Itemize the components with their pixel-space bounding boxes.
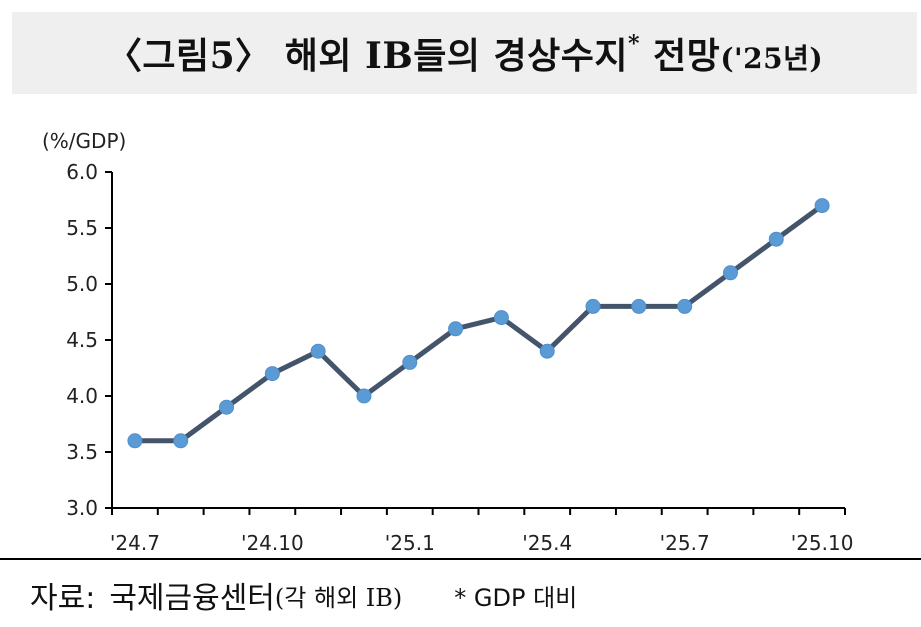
data-point xyxy=(264,366,280,382)
y-tick-label: 5.5 xyxy=(66,216,98,240)
data-point xyxy=(631,298,647,314)
y-tick-label: 5.0 xyxy=(66,272,98,296)
title-tail: 전망 xyxy=(640,35,721,77)
x-tick-label: '25.4 xyxy=(522,531,572,555)
source-note: (각 해외 IB) xyxy=(274,583,403,612)
data-point xyxy=(356,388,372,404)
x-tick-label: '24.10 xyxy=(241,531,304,555)
y-tick-label: 4.5 xyxy=(66,328,98,352)
chart-axes xyxy=(111,172,845,509)
data-point xyxy=(219,399,235,415)
data-point xyxy=(539,343,555,359)
source-label: 자료: xyxy=(30,581,96,616)
footer: 자료: 국제금융센터 (각 해외 IB) * GDP 대비 xyxy=(30,570,577,620)
y-tick-label: 4.0 xyxy=(66,384,98,408)
line-chart: (%/GDP) 3.0 3.5 4.0 4.5 5.0 5.5 6.0 '24.7 '24.1… xyxy=(42,129,854,555)
x-ticks: '24.7 '24.10 '25.1 '25.4 '25.7 '25.10 xyxy=(110,508,854,555)
data-point xyxy=(127,433,143,449)
data-point xyxy=(722,265,738,281)
x-tick-label: '25.1 xyxy=(385,531,435,555)
x-tick-label: '24.7 xyxy=(110,531,160,555)
footnote: * GDP 대비 xyxy=(454,583,578,612)
data-point xyxy=(585,298,601,314)
title-asterisk: * xyxy=(628,31,641,57)
data-point xyxy=(173,433,189,449)
y-tick-label: 3.0 xyxy=(66,496,98,520)
data-point xyxy=(814,198,830,214)
y-ticks: 3.0 3.5 4.0 4.5 5.0 5.5 6.0 xyxy=(66,160,112,520)
data-point xyxy=(310,343,326,359)
title-suffix: ('25년) xyxy=(720,42,824,75)
series-line xyxy=(134,203,824,444)
data-point xyxy=(448,321,464,337)
title-main: 〈그림5〉 해외 IB들의 경상수지 xyxy=(105,35,629,77)
y-tick-label: 3.5 xyxy=(66,440,98,464)
data-point xyxy=(677,298,693,314)
x-tick-label: '25.10 xyxy=(791,531,854,555)
y-axis-label: (%/GDP) xyxy=(42,129,126,153)
x-tick-label: '25.7 xyxy=(660,531,710,555)
data-point xyxy=(493,310,509,326)
data-point xyxy=(402,354,418,370)
footer-divider xyxy=(0,558,921,560)
data-point xyxy=(768,231,784,247)
y-tick-label: 6.0 xyxy=(66,160,98,184)
series-group xyxy=(127,198,830,449)
chart-title: 〈그림5〉 해외 IB들의 경상수지* 전망('25년) xyxy=(106,27,823,79)
source-value: 국제금융센터 xyxy=(109,581,275,616)
title-bar: 〈그림5〉 해외 IB들의 경상수지* 전망('25년) xyxy=(12,12,917,94)
